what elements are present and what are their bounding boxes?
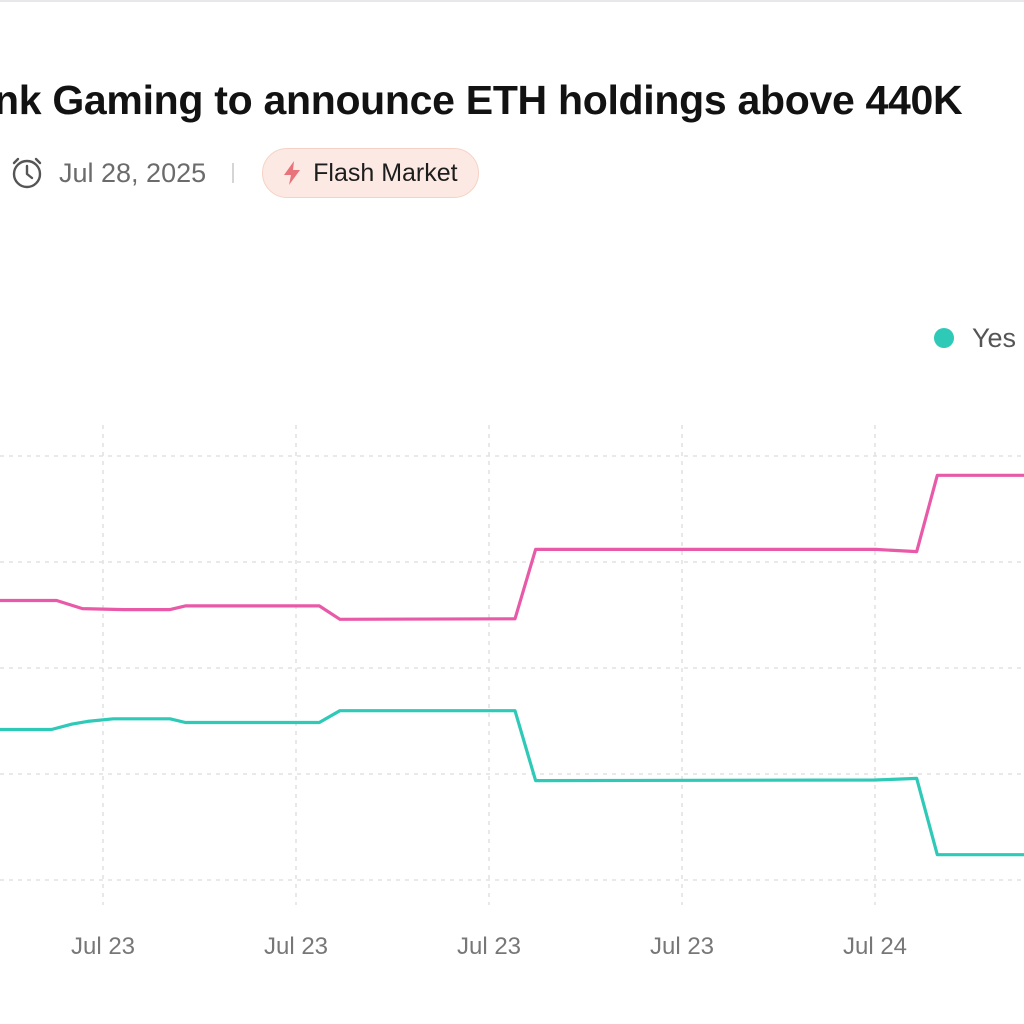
x-tick-label-0: Jul 23 bbox=[71, 933, 135, 960]
chart-legend: Yes bbox=[934, 318, 1016, 358]
lightning-bolt-icon bbox=[284, 161, 301, 185]
badge-label: Flash Market bbox=[313, 158, 458, 187]
x-tick-label-2: Jul 23 bbox=[457, 933, 521, 960]
x-tick-label-3: Jul 23 bbox=[650, 933, 714, 960]
legend-yes-label: Yes bbox=[972, 322, 1017, 353]
clock-icon bbox=[12, 157, 42, 189]
market-date: Jul 28, 2025 bbox=[59, 157, 207, 188]
series-line-yes bbox=[0, 709, 1024, 857]
flash-market-badge[interactable]: Flash Market bbox=[262, 148, 479, 198]
top-divider bbox=[0, 0, 1024, 2]
market-title: nk Gaming to announce ETH holdings above… bbox=[0, 77, 963, 123]
x-tick-label-1: Jul 23 bbox=[264, 933, 328, 960]
series-line-series-2 bbox=[0, 473, 1024, 621]
x-tick-label-4: Jul 24 bbox=[843, 933, 907, 960]
market-meta-row: Jul 28, 2025 Flash Market bbox=[10, 148, 479, 198]
legend-yes-dot bbox=[934, 328, 954, 348]
meta-divider bbox=[232, 163, 235, 183]
